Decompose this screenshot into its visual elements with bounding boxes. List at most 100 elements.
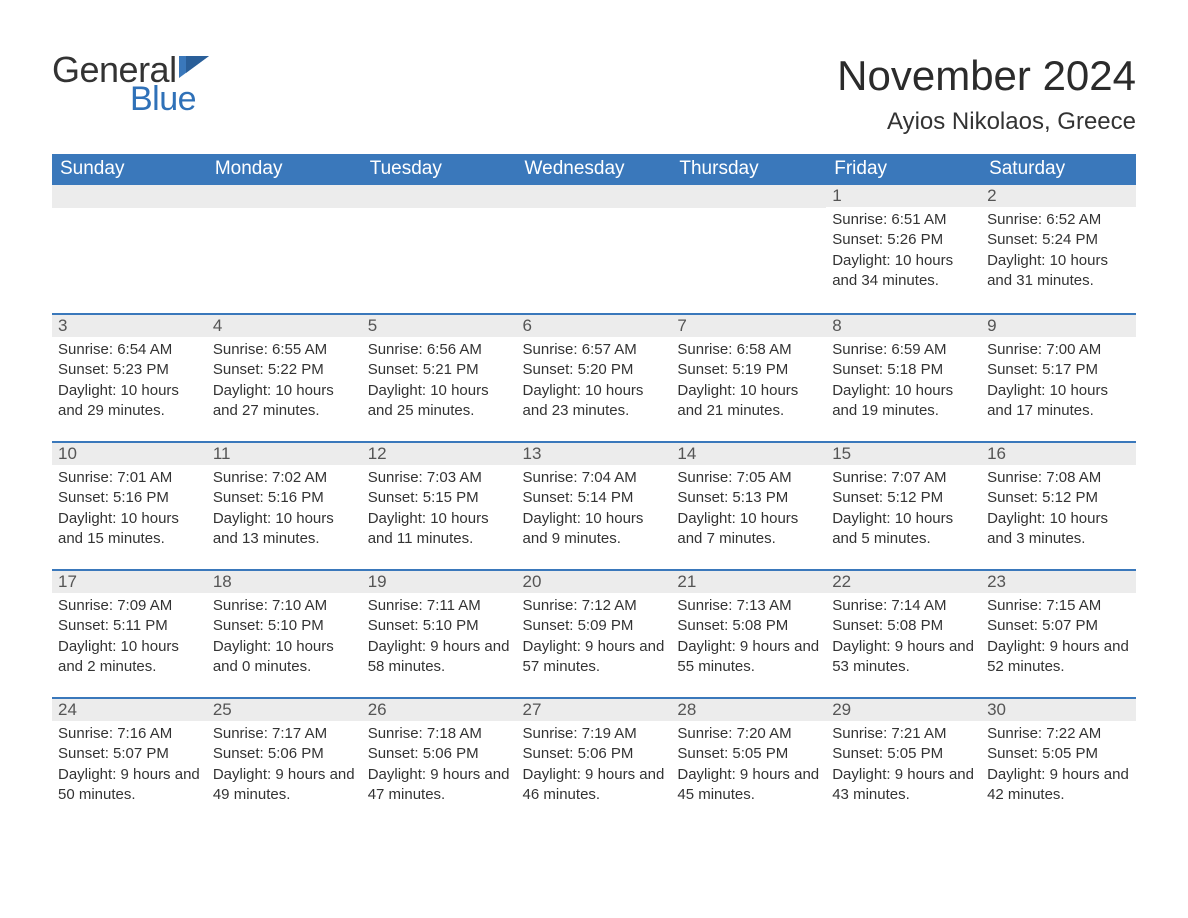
day-number — [52, 185, 207, 208]
calendar-cell: 29Sunrise: 7:21 AMSunset: 5:05 PMDayligh… — [826, 697, 981, 825]
calendar-cell — [671, 185, 826, 313]
weekday-header: Thursday — [671, 154, 826, 185]
day-number: 10 — [52, 441, 207, 465]
calendar-cell: 16Sunrise: 7:08 AMSunset: 5:12 PMDayligh… — [981, 441, 1136, 569]
sunset-text: Sunset: 5:05 PM — [987, 744, 1130, 764]
day-number: 9 — [981, 313, 1136, 337]
sunset-text: Sunset: 5:05 PM — [832, 744, 975, 764]
daylight-text: Daylight: 10 hours and 2 minutes. — [58, 637, 201, 678]
sunrise-text: Sunrise: 6:51 AM — [832, 210, 975, 230]
sunrise-text: Sunrise: 6:57 AM — [523, 340, 666, 360]
sunrise-text: Sunrise: 7:03 AM — [368, 468, 511, 488]
weekday-header: Tuesday — [362, 154, 517, 185]
sunrise-text: Sunrise: 7:22 AM — [987, 724, 1130, 744]
calendar-cell: 3Sunrise: 6:54 AMSunset: 5:23 PMDaylight… — [52, 313, 207, 441]
day-details: Sunrise: 7:03 AMSunset: 5:15 PMDaylight:… — [362, 465, 517, 553]
daylight-text: Daylight: 9 hours and 55 minutes. — [677, 637, 820, 678]
day-number: 18 — [207, 569, 362, 593]
day-number: 29 — [826, 697, 981, 721]
calendar-cell: 5Sunrise: 6:56 AMSunset: 5:21 PMDaylight… — [362, 313, 517, 441]
sunrise-text: Sunrise: 7:08 AM — [987, 468, 1130, 488]
calendar-cell: 19Sunrise: 7:11 AMSunset: 5:10 PMDayligh… — [362, 569, 517, 697]
sunset-text: Sunset: 5:05 PM — [677, 744, 820, 764]
sunset-text: Sunset: 5:10 PM — [213, 616, 356, 636]
calendar-cell: 18Sunrise: 7:10 AMSunset: 5:10 PMDayligh… — [207, 569, 362, 697]
calendar-cell: 8Sunrise: 6:59 AMSunset: 5:18 PMDaylight… — [826, 313, 981, 441]
calendar-cell: 14Sunrise: 7:05 AMSunset: 5:13 PMDayligh… — [671, 441, 826, 569]
flag-icon — [179, 56, 209, 82]
sunset-text: Sunset: 5:08 PM — [677, 616, 820, 636]
sunset-text: Sunset: 5:22 PM — [213, 360, 356, 380]
day-details: Sunrise: 7:20 AMSunset: 5:05 PMDaylight:… — [671, 721, 826, 809]
day-number: 20 — [517, 569, 672, 593]
daylight-text: Daylight: 9 hours and 52 minutes. — [987, 637, 1130, 678]
day-details: Sunrise: 7:11 AMSunset: 5:10 PMDaylight:… — [362, 593, 517, 681]
calendar-cell: 17 Sunrise: 7:09 AMSunset: 5:11 PMDayligh… — [52, 569, 207, 697]
calendar-cell: 6Sunrise: 6:57 AMSunset: 5:20 PMDaylight… — [517, 313, 672, 441]
weekday-header: Friday — [826, 154, 981, 185]
sunset-text: Sunset: 5:06 PM — [213, 744, 356, 764]
sunset-text: Sunset: 5:09 PM — [523, 616, 666, 636]
month-title: November 2024 — [837, 52, 1136, 100]
sunset-text: Sunset: 5:16 PM — [213, 488, 356, 508]
sunset-text: Sunset: 5:21 PM — [368, 360, 511, 380]
day-number: 8 — [826, 313, 981, 337]
sunrise-text: Sunrise: 7:09 AM — [58, 596, 201, 616]
sunrise-text: Sunrise: 6:54 AM — [58, 340, 201, 360]
day-number: 24 — [52, 697, 207, 721]
sunset-text: Sunset: 5:07 PM — [987, 616, 1130, 636]
day-number — [517, 185, 672, 208]
sunset-text: Sunset: 5:26 PM — [832, 230, 975, 250]
day-number: 23 — [981, 569, 1136, 593]
day-number: 16 — [981, 441, 1136, 465]
day-details: Sunrise: 7:12 AMSunset: 5:09 PMDaylight:… — [517, 593, 672, 681]
calendar-cell — [207, 185, 362, 313]
daylight-text: Daylight: 9 hours and 58 minutes. — [368, 637, 511, 678]
day-number — [362, 185, 517, 208]
sunrise-text: Sunrise: 7:14 AM — [832, 596, 975, 616]
calendar-cell: 2Sunrise: 6:52 AMSunset: 5:24 PMDaylight… — [981, 185, 1136, 313]
day-details: Sunrise: 7:00 AMSunset: 5:17 PMDaylight:… — [981, 337, 1136, 425]
day-details: Sunrise: 7:02 AMSunset: 5:16 PMDaylight:… — [207, 465, 362, 553]
sunset-text: Sunset: 5:16 PM — [58, 488, 201, 508]
weekday-header: Saturday — [981, 154, 1136, 185]
brand-word-blue: Blue — [130, 82, 209, 116]
calendar-cell: 20Sunrise: 7:12 AMSunset: 5:09 PMDayligh… — [517, 569, 672, 697]
weekday-header: Sunday — [52, 154, 207, 185]
day-number: 7 — [671, 313, 826, 337]
sunset-text: Sunset: 5:11 PM — [58, 616, 201, 636]
daylight-text: Daylight: 10 hours and 0 minutes. — [213, 637, 356, 678]
day-number — [207, 185, 362, 208]
daylight-text: Daylight: 10 hours and 9 minutes. — [523, 509, 666, 550]
daylight-text: Daylight: 9 hours and 57 minutes. — [523, 637, 666, 678]
day-details: Sunrise: 7:07 AMSunset: 5:12 PMDaylight:… — [826, 465, 981, 553]
sunset-text: Sunset: 5:12 PM — [832, 488, 975, 508]
sunrise-text: Sunrise: 6:59 AM — [832, 340, 975, 360]
sunrise-text: Sunrise: 7:07 AM — [832, 468, 975, 488]
sunrise-text: Sunrise: 7:02 AM — [213, 468, 356, 488]
sunset-text: Sunset: 5:06 PM — [368, 744, 511, 764]
daylight-text: Daylight: 10 hours and 17 minutes. — [987, 381, 1130, 422]
daylight-text: Daylight: 10 hours and 29 minutes. — [58, 381, 201, 422]
calendar-cell — [362, 185, 517, 313]
calendar-cell: 26Sunrise: 7:18 AMSunset: 5:06 PMDayligh… — [362, 697, 517, 825]
sunrise-text: Sunrise: 7:18 AM — [368, 724, 511, 744]
calendar-cell: 25Sunrise: 7:17 AMSunset: 5:06 PMDayligh… — [207, 697, 362, 825]
day-number: 25 — [207, 697, 362, 721]
sunset-text: Sunset: 5:23 PM — [58, 360, 201, 380]
calendar-cell: 22Sunrise: 7:14 AMSunset: 5:08 PMDayligh… — [826, 569, 981, 697]
sunrise-text: Sunrise: 7:20 AM — [677, 724, 820, 744]
daylight-text: Daylight: 10 hours and 3 minutes. — [987, 509, 1130, 550]
daylight-text: Daylight: 10 hours and 27 minutes. — [213, 381, 356, 422]
sunrise-text: Sunrise: 7:00 AM — [987, 340, 1130, 360]
day-details: Sunrise: 7:10 AMSunset: 5:10 PMDaylight:… — [207, 593, 362, 681]
daylight-text: Daylight: 10 hours and 21 minutes. — [677, 381, 820, 422]
calendar-week-row: 1Sunrise: 6:51 AMSunset: 5:26 PMDaylight… — [52, 185, 1136, 313]
title-block: November 2024 Ayios Nikolaos, Greece — [837, 52, 1136, 136]
sunrise-text: Sunrise: 7:11 AM — [368, 596, 511, 616]
day-details: Sunrise: 6:57 AMSunset: 5:20 PMDaylight:… — [517, 337, 672, 425]
daylight-text: Daylight: 10 hours and 13 minutes. — [213, 509, 356, 550]
calendar-table: SundayMondayTuesdayWednesdayThursdayFrid… — [52, 154, 1136, 825]
day-number: 17 — [52, 569, 207, 593]
calendar-cell: 10Sunrise: 7:01 AMSunset: 5:16 PMDayligh… — [52, 441, 207, 569]
